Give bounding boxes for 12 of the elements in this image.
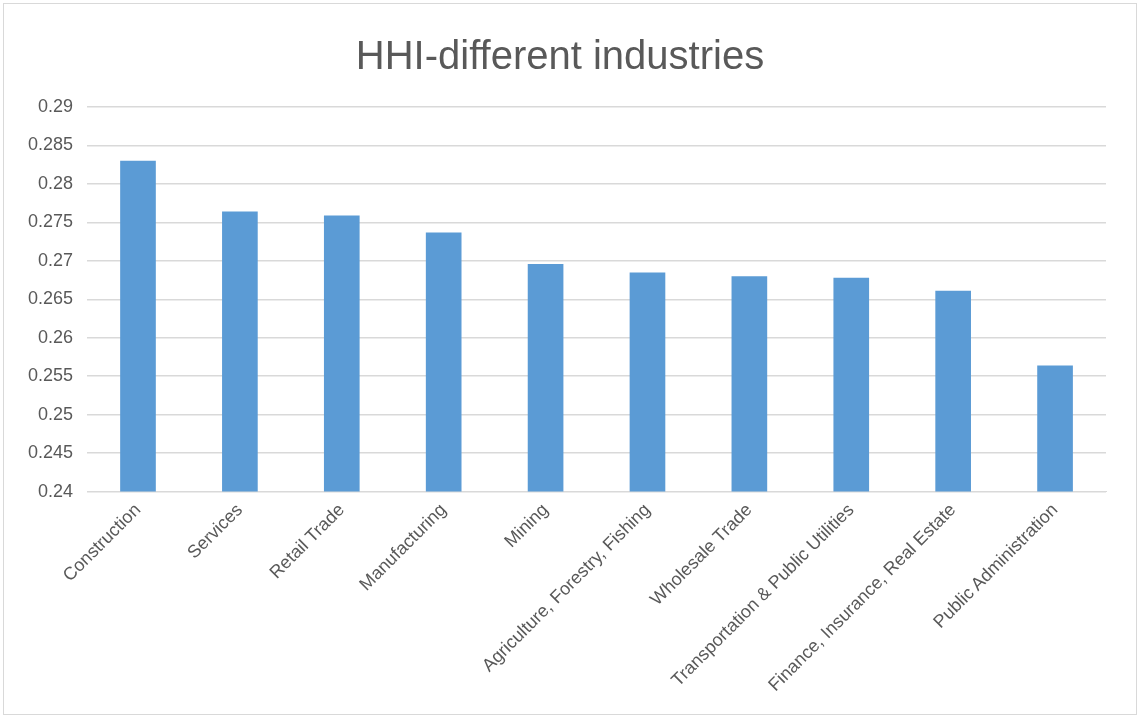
y-tick-label: 0.24 xyxy=(38,480,74,501)
y-tick-label: 0.29 xyxy=(38,95,74,116)
y-tick-label: 0.27 xyxy=(38,249,74,270)
y-tick-label: 0.265 xyxy=(28,288,74,309)
y-tick-label: 0.275 xyxy=(28,211,74,232)
y-tick-label: 0.26 xyxy=(38,326,74,347)
y-tick-label: 0.28 xyxy=(38,172,74,193)
chart-title: HHI-different industries xyxy=(355,33,765,78)
y-tick-label: 0.285 xyxy=(28,134,74,155)
y-tick-label: 0.245 xyxy=(28,442,74,463)
y-tick-label: 0.25 xyxy=(38,403,74,424)
y-tick-label: 0.255 xyxy=(28,365,74,386)
